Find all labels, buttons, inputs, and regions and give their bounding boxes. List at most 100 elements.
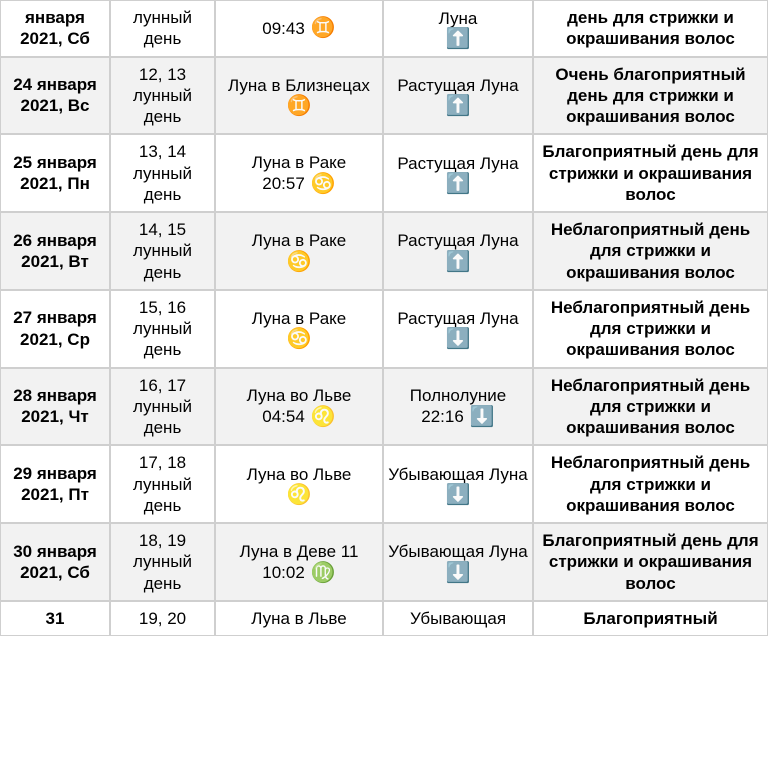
moon-sign-line: 04:54 ♌ — [262, 406, 335, 427]
moon-phase-cell: Убывающая Луна⬇️ — [383, 445, 533, 523]
moon-phase-line: ⬆️ — [446, 96, 471, 116]
zodiac-icon: ♌ — [287, 485, 312, 505]
moon-sign-cell: Луна во Льве♌ — [215, 445, 383, 523]
moon-phase-text: Убывающая Луна — [388, 541, 528, 562]
moon-sign-cell: Луна в Близнецах♊ — [215, 57, 383, 135]
moon-sign-line: 10:02♍ — [262, 562, 335, 583]
lunar-calendar-table: января 2021, Сблунный день09:43♊Луна⬆️де… — [0, 0, 768, 636]
moon-sign-text: Луна в Деве 11 — [240, 541, 359, 562]
moon-phase-cell: Убывающая — [383, 601, 533, 636]
zodiac-icon: ♌ — [311, 407, 336, 427]
table-row: 29 января 2021, Пт17, 18 лунный деньЛуна… — [0, 445, 768, 523]
moon-sign-cell: Луна в Раке♋ — [215, 212, 383, 290]
zodiac-icon: ♋ — [287, 252, 312, 272]
moon-sign-line: ♋ — [287, 252, 312, 272]
date-cell: 24 января 2021, Вс — [0, 57, 110, 135]
moon-phase-line: ⬆️ — [446, 252, 471, 272]
zodiac-icon: ♊ — [287, 96, 312, 116]
recommendation-cell: Очень благоприятный день для стрижки и о… — [533, 57, 768, 135]
arrow-icon: ⬇️ — [446, 485, 471, 505]
moon-phase-text: Убывающая — [410, 608, 506, 629]
moon-phase-line: 22:16 ⬇️ — [421, 406, 494, 427]
moon-sign-cell: Луна в Раке20:57♋ — [215, 134, 383, 212]
moon-phase-cell: Растущая Луна⬇️ — [383, 290, 533, 368]
arrow-icon: ⬇️ — [446, 329, 471, 349]
moon-phase-cell: Полнолуние22:16 ⬇️ — [383, 368, 533, 446]
recommendation-cell: Неблагоприятный день для стрижки и окраш… — [533, 212, 768, 290]
moon-sign-cell: Луна в Раке♋ — [215, 290, 383, 368]
moon-sign-text: Луна во Льве — [247, 464, 352, 485]
moon-sign-text: Луна в Льве — [251, 608, 346, 629]
lunar-day-cell: лунный день — [110, 0, 215, 57]
recommendation-cell: Благоприятный день для стрижки и окрашив… — [533, 134, 768, 212]
moon-sign-line: ♋ — [287, 329, 312, 349]
zodiac-icon: ♋ — [311, 174, 336, 194]
moon-sign-line: ♌ — [287, 485, 312, 505]
moon-sign-cell: 09:43 ♊ — [215, 0, 383, 57]
table-row: 30 января 2021, Сб18, 19 лунный деньЛуна… — [0, 523, 768, 601]
moon-sign-time: 20:57 — [262, 173, 305, 194]
moon-sign-line: 09:43 ♊ — [262, 18, 335, 39]
lunar-day-cell: 14, 15 лунный день — [110, 212, 215, 290]
table-row: 24 января 2021, Вс12, 13 лунный деньЛуна… — [0, 57, 768, 135]
table-row: января 2021, Сблунный день09:43♊Луна⬆️де… — [0, 0, 768, 57]
table-row: 28 января 2021, Чт16, 17 лунный деньЛуна… — [0, 368, 768, 446]
moon-sign-line: 20:57 ♋ — [262, 173, 335, 194]
moon-sign-text: Луна во Льве — [247, 385, 352, 406]
table-row: 27 января 2021, Ср15, 16 лунный деньЛуна… — [0, 290, 768, 368]
moon-phase-cell: Растущая Луна⬆️ — [383, 212, 533, 290]
recommendation-cell: Благоприятный — [533, 601, 768, 636]
date-cell: 31 — [0, 601, 110, 636]
moon-sign-time: 09:43 — [262, 18, 305, 39]
moon-phase-line: ⬆️ — [446, 29, 471, 49]
table-row: 26 января 2021, Вт14, 15 лунный деньЛуна… — [0, 212, 768, 290]
lunar-day-cell: 15, 16 лунный день — [110, 290, 215, 368]
moon-sign-text: Луна в Раке — [252, 308, 346, 329]
moon-phase-cell: Луна⬆️ — [383, 0, 533, 57]
date-cell: 27 января 2021, Ср — [0, 290, 110, 368]
moon-phase-line: ⬇️ — [446, 329, 471, 349]
moon-phase-line: ⬆️ — [446, 174, 471, 194]
table-row: 3119, 20 Луна в Льве Убывающая Благоприятны… — [0, 601, 768, 636]
moon-phase-line: ⬇️ — [446, 485, 471, 505]
date-cell: января 2021, Сб — [0, 0, 110, 57]
moon-sign-text: Луна в Близнецах — [228, 75, 370, 96]
zodiac-icon: ♊ — [311, 18, 336, 38]
moon-sign-time: 10:02 — [262, 562, 305, 583]
moon-phase-text: Растущая Луна — [397, 230, 518, 251]
lunar-day-cell: 16, 17 лунный день — [110, 368, 215, 446]
moon-sign-cell: Луна в Льве — [215, 601, 383, 636]
moon-phase-text: Растущая Луна — [397, 153, 518, 174]
arrow-icon: ⬇️ — [446, 563, 471, 583]
lunar-day-cell: 17, 18 лунный день — [110, 445, 215, 523]
table-row: 25 января 2021, Пн13, 14 лунный деньЛуна… — [0, 134, 768, 212]
lunar-day-cell: 13, 14 лунный день — [110, 134, 215, 212]
moon-phase-text: Полнолуние — [410, 385, 506, 406]
recommendation-cell: Неблагоприятный день для стрижки и окраш… — [533, 290, 768, 368]
arrow-icon: ⬇️ — [470, 407, 495, 427]
moon-sign-time: 04:54 — [262, 406, 305, 427]
lunar-day-cell: 19, 20 — [110, 601, 215, 636]
zodiac-icon: ♋ — [287, 329, 312, 349]
moon-phase-time: 22:16 — [421, 406, 464, 427]
moon-phase-cell: Растущая Луна⬆️ — [383, 57, 533, 135]
arrow-icon: ⬆️ — [446, 96, 471, 116]
moon-phase-text: Растущая Луна — [397, 75, 518, 96]
arrow-icon: ⬆️ — [446, 29, 471, 49]
moon-sign-line: ♊ — [287, 96, 312, 116]
lunar-day-cell: 12, 13 лунный день — [110, 57, 215, 135]
recommendation-cell: Благоприятный день для стрижки и окрашив… — [533, 523, 768, 601]
date-cell: 29 января 2021, Пт — [0, 445, 110, 523]
moon-phase-text: Убывающая Луна — [388, 464, 528, 485]
arrow-icon: ⬆️ — [446, 174, 471, 194]
date-cell: 30 января 2021, Сб — [0, 523, 110, 601]
recommendation-cell: Неблагоприятный день для стрижки и окраш… — [533, 368, 768, 446]
moon-sign-cell: Луна в Деве 1110:02♍ — [215, 523, 383, 601]
moon-phase-cell: Убывающая Луна⬇️ — [383, 523, 533, 601]
moon-phase-text: Луна — [439, 8, 478, 29]
arrow-icon: ⬆️ — [446, 252, 471, 272]
moon-phase-text: Растущая Луна — [397, 308, 518, 329]
moon-phase-cell: Растущая Луна⬆️ — [383, 134, 533, 212]
moon-sign-cell: Луна во Льве04:54 ♌ — [215, 368, 383, 446]
lunar-day-cell: 18, 19 лунный день — [110, 523, 215, 601]
